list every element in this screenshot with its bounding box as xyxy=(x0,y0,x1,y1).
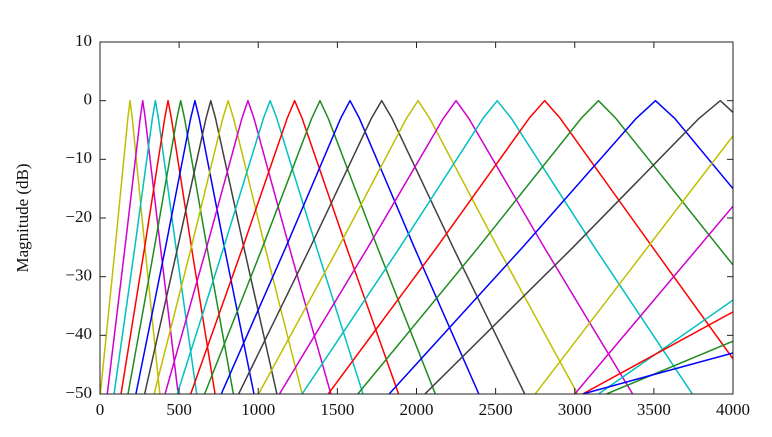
x-tick-label: 3000 xyxy=(558,400,592,419)
x-tick-label: 2500 xyxy=(479,400,513,419)
filter-curve xyxy=(257,99,579,394)
x-tick-label: 500 xyxy=(166,400,192,419)
filter-curve xyxy=(357,99,733,394)
filter-curve xyxy=(582,311,733,394)
plot-area xyxy=(100,99,733,394)
x-tick-label: 4000 xyxy=(716,400,750,419)
filter-curve xyxy=(237,99,526,394)
y-tick-label: −40 xyxy=(65,324,92,343)
filter-curve xyxy=(301,99,693,394)
filter-curve xyxy=(176,99,364,394)
filter-curve xyxy=(153,99,303,394)
filter-curve xyxy=(574,205,733,394)
filter-curve xyxy=(220,99,480,394)
filter-curve xyxy=(189,99,400,394)
filter-curve xyxy=(135,99,255,394)
filter-curve xyxy=(388,99,733,394)
filter-curve xyxy=(534,135,733,394)
filter-curve xyxy=(606,340,733,394)
y-tick-label: 10 xyxy=(75,31,92,50)
filter-curve xyxy=(424,99,733,394)
filter-curve xyxy=(106,99,179,394)
y-axis-label: Magnitude (dB) xyxy=(13,163,32,272)
x-tick-label: 3500 xyxy=(637,400,671,419)
filter-curve xyxy=(143,99,278,394)
filter-curve xyxy=(582,352,733,394)
plot-frame xyxy=(99,41,734,395)
x-tick-label: 0 xyxy=(96,400,105,419)
y-tick-label: −10 xyxy=(65,148,92,167)
y-tick-label: −50 xyxy=(65,383,92,402)
x-tick-label: 2000 xyxy=(400,400,434,419)
filter-curve xyxy=(203,99,437,394)
y-tick-label: −30 xyxy=(65,266,92,285)
filter-curve xyxy=(127,99,235,394)
x-tick-label: 1000 xyxy=(241,400,275,419)
filter-curve xyxy=(113,99,198,394)
filter-curve xyxy=(598,299,733,394)
y-tick-label: −20 xyxy=(65,207,92,226)
x-tick-label: 1500 xyxy=(320,400,354,419)
filter-curve xyxy=(278,99,634,394)
filter-curve xyxy=(100,99,161,394)
y-tick-label: 0 xyxy=(84,90,93,109)
filter-curve xyxy=(327,99,733,394)
filter-curve xyxy=(164,99,332,394)
